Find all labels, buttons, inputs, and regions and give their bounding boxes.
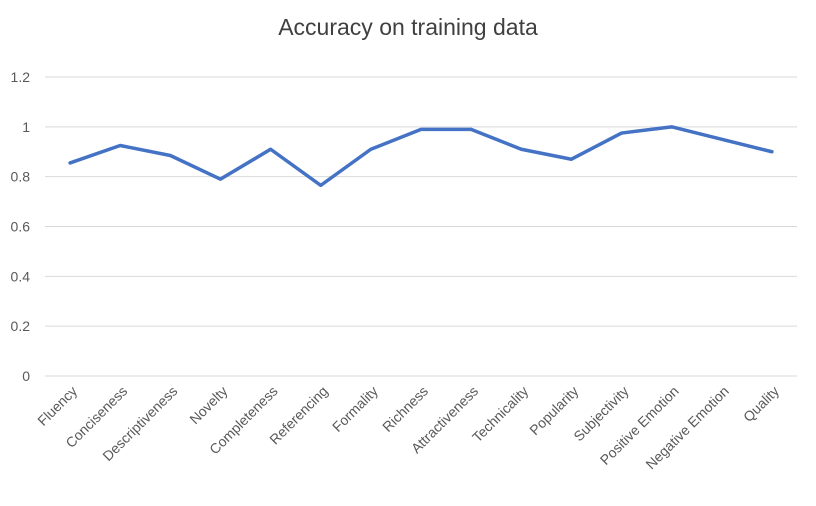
x-tick-label: Fluency [34,383,80,429]
data-point [419,127,423,131]
y-tick-label: 1.2 [11,69,31,85]
y-tick-label: 0.2 [11,318,31,334]
data-point [369,147,373,151]
x-tick-label: Formality [329,383,381,435]
y-tick-label: 0.4 [11,268,31,284]
x-tick-label: Richness [379,383,431,435]
data-point [770,150,774,154]
y-tick-label: 0.6 [11,219,31,235]
data-point [720,137,724,141]
data-point [670,125,674,129]
data-point [168,153,172,157]
data-point [519,147,523,151]
data-point [269,147,273,151]
data-point [319,183,323,187]
y-tick-label: 0.8 [11,169,31,185]
data-point [118,144,122,148]
chart-title: Accuracy on training data [278,14,538,40]
data-point [218,177,222,181]
y-tick-label: 1 [22,119,30,135]
x-tick-label: Quality [740,383,782,425]
data-point [469,127,473,131]
data-point [569,157,573,161]
y-tick-label: 0 [22,368,30,384]
data-point [68,161,72,165]
data-point [620,131,624,135]
x-tick-label: Novelty [186,383,230,427]
